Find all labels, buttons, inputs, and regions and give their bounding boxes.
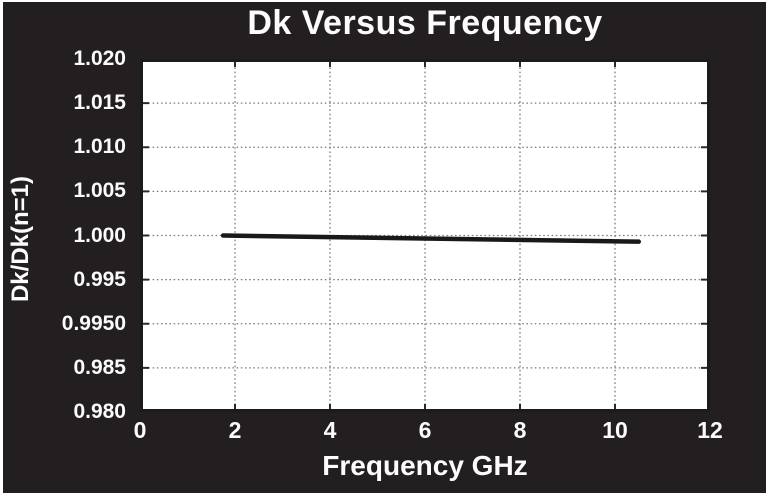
plot-canvas <box>140 59 710 412</box>
y-tick-label: 0.995 <box>73 267 126 291</box>
x-tick-label: 4 <box>323 417 337 443</box>
y-tick-label: 1.015 <box>73 91 126 115</box>
chart-title: Dk Versus Frequency <box>247 4 603 42</box>
x-tick-label: 8 <box>513 417 527 443</box>
y-tick-label: 0.985 <box>73 355 126 379</box>
x-tick-label: 0 <box>133 417 147 443</box>
y-tick-label: 1.020 <box>73 47 126 70</box>
data-line <box>220 233 641 244</box>
x-tick-label: 10 <box>602 417 628 443</box>
x-tick-label: 6 <box>418 417 432 443</box>
y-tick-label: 0.980 <box>73 400 126 423</box>
plot-frame <box>140 59 710 412</box>
x-tick-label: 2 <box>228 417 242 443</box>
x-axis-label: Frequency GHz <box>322 450 528 481</box>
y-tick-label: 1.010 <box>73 135 126 159</box>
y-tick-label: 0.9950 <box>61 311 126 335</box>
y-tick-label: 1.005 <box>73 179 126 203</box>
x-tick-label: 12 <box>697 417 723 443</box>
plot-area <box>140 59 710 412</box>
y-tick-label: 1.000 <box>73 223 126 247</box>
